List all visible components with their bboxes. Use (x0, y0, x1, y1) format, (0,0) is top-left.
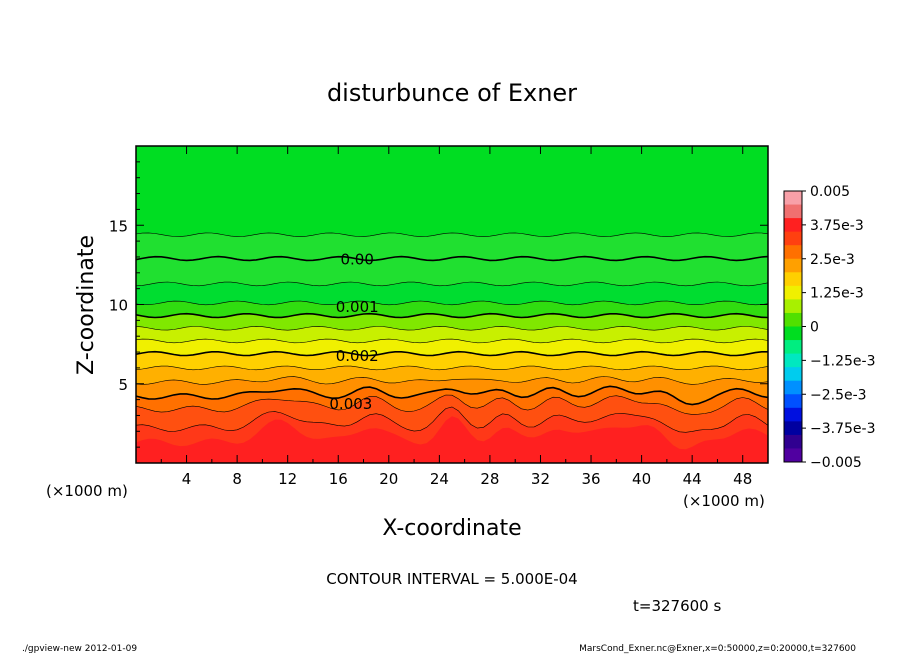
colorbar-segment (784, 272, 802, 287)
contour-label: 0.001 (336, 298, 379, 316)
y-tick-label: 5 (118, 376, 128, 394)
x-tick-label: 40 (632, 470, 651, 488)
y-tick-label: 10 (109, 297, 128, 315)
colorbar-label: −3.75e-3 (810, 421, 875, 437)
contour-line (136, 350, 768, 357)
colorbar-segment (784, 340, 802, 355)
colorbar-segment (784, 367, 802, 382)
colorbar-segment (784, 380, 802, 395)
x-tick-label: 24 (430, 470, 449, 488)
y-axis-ticks: 5 10 15 (109, 161, 768, 448)
colorbar-label: −2.5e-3 (810, 387, 867, 403)
chart-title: disturbunce of Exner (327, 79, 577, 107)
colorbar-segment (784, 191, 802, 206)
contour-lines (136, 232, 768, 433)
footer-left: ./gpview-new 2012-01-09 (22, 644, 137, 654)
x-tick-label: 36 (581, 470, 600, 488)
colorbar-label: 2.5e-3 (810, 252, 855, 268)
contour-line (136, 365, 768, 371)
colorbar-segment (784, 421, 802, 436)
colorbar-segment (784, 326, 802, 341)
contour-line (136, 338, 768, 344)
contour-line (136, 255, 768, 262)
colorbar-segment (784, 434, 802, 449)
x-tick-label: 20 (379, 470, 398, 488)
x-axis-ticks: 4 8 12 16 20 24 28 32 36 40 44 48 (160, 146, 752, 488)
contour-line (136, 394, 768, 415)
x-tick-label: 12 (278, 470, 297, 488)
x-tick-label: 4 (182, 470, 192, 488)
x-tick-label: 32 (531, 470, 550, 488)
x-axis-label: X-coordinate (382, 516, 521, 541)
contour-label: 0.003 (329, 395, 372, 413)
contour-line (136, 406, 768, 433)
colorbar-segment (784, 448, 802, 463)
colorbar-segment (784, 299, 802, 314)
contour-fill (136, 232, 768, 463)
colorbar-label: −1.25e-3 (810, 353, 875, 369)
colorbar-label: 0 (810, 320, 819, 336)
colorbar-label: 3.75e-3 (810, 218, 864, 234)
x-tick-label: 48 (733, 470, 752, 488)
colorbar-segment (784, 285, 802, 300)
x-unit-label-right: (×1000 m) (683, 492, 765, 510)
contour-line (136, 300, 768, 306)
colorbar-segment (784, 394, 802, 409)
y-axis-label: Z-coordinate (74, 235, 99, 375)
colorbar-labels: 0.005 3.75e-3 2.5e-3 1.25e-3 0 −1.25e-3 −2.5e-… (802, 184, 875, 471)
contour-line (136, 312, 768, 319)
colorbar-segment (784, 204, 802, 219)
contour-label: 0.00 (340, 251, 373, 269)
contour-label: 0.002 (336, 347, 379, 365)
contour-labels: 0.00 0.001 0.002 0.003 (329, 251, 379, 413)
contour-interval-text: CONTOUR INTERVAL = 5.000E-04 (326, 570, 577, 588)
contour-line (136, 232, 768, 238)
contour-band (136, 416, 768, 463)
colorbar-segment (784, 353, 802, 368)
colorbar-segment (784, 218, 802, 233)
x-tick-label: 16 (329, 470, 348, 488)
x-unit-label-left: (×1000 m) (46, 482, 128, 500)
colorbar-segment (784, 258, 802, 273)
colorbar-label: 0.005 (810, 184, 850, 200)
colorbar-label: 1.25e-3 (810, 286, 864, 302)
y-tick-label: 15 (109, 217, 128, 235)
x-tick-label: 8 (232, 470, 242, 488)
contour-line (136, 326, 768, 331)
contour-line (136, 376, 768, 385)
time-text: t=327600 s (633, 597, 721, 615)
contour-line (136, 281, 768, 287)
colorbar-segment (784, 312, 802, 327)
contour-line (136, 385, 768, 406)
colorbar-segment (784, 231, 802, 246)
x-tick-label: 28 (480, 470, 499, 488)
x-tick-label: 44 (683, 470, 702, 488)
colorbar-label: −0.005 (810, 455, 862, 471)
colorbar-segment (784, 245, 802, 260)
colorbar-segment (784, 407, 802, 422)
footer-right: MarsCond_Exner.nc@Exner,x=0:50000,z=0:20… (579, 644, 856, 654)
colorbar (784, 191, 802, 463)
